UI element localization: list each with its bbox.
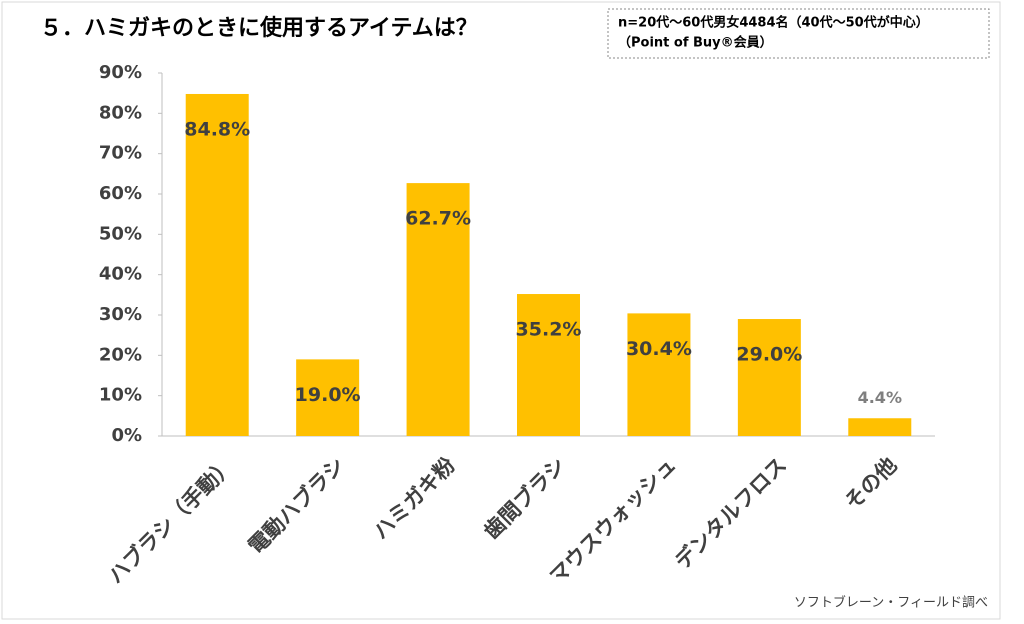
y-tick-label: 0% bbox=[111, 425, 142, 446]
y-tick-label: 90% bbox=[99, 62, 142, 83]
note-box bbox=[607, 8, 990, 59]
value-label: 19.0% bbox=[295, 384, 361, 406]
bar bbox=[848, 418, 912, 436]
x-tick-label: ハブラシ（手動） bbox=[104, 453, 239, 588]
chart-title: ５．ハミガキのときに使用するアイテムは？ bbox=[40, 16, 478, 41]
note: （Point of Buy®会員） bbox=[618, 35, 773, 51]
x-tick-label: 電動ハブラシ bbox=[244, 453, 350, 559]
y-tick-label: 30% bbox=[99, 304, 142, 325]
bar bbox=[627, 313, 691, 436]
y-tick-label: 70% bbox=[99, 143, 142, 164]
x-tick-label: その他 bbox=[840, 453, 902, 515]
value-label: 29.0% bbox=[736, 344, 802, 366]
bar bbox=[185, 93, 249, 437]
value-label: 4.4% bbox=[858, 388, 902, 407]
bar bbox=[296, 359, 360, 436]
note: n=20代～60代男女4484名（40代～50代が中心） bbox=[618, 15, 929, 31]
value-label: 30.4% bbox=[626, 338, 692, 360]
frame bbox=[1, 1, 1001, 620]
x-tick-label: 歯間ブラシ bbox=[479, 453, 570, 544]
bar bbox=[517, 294, 580, 436]
value-label: 35.2% bbox=[516, 319, 582, 341]
x-tick-label: ハミガキ粉 bbox=[369, 453, 460, 544]
y-tick-label: 10% bbox=[99, 385, 142, 406]
y-tick-label: 50% bbox=[99, 223, 142, 244]
y-tick-label: 60% bbox=[99, 183, 142, 204]
y-tick-label: 40% bbox=[99, 264, 142, 285]
value-label: 84.8% bbox=[184, 118, 250, 140]
bar bbox=[737, 319, 801, 436]
x-tick-label: デンタルフロス bbox=[670, 453, 791, 574]
bar bbox=[406, 183, 470, 436]
value-label: 62.7% bbox=[405, 208, 471, 230]
y-tick-label: 20% bbox=[99, 344, 142, 365]
source: ソフトブレーン・フィールド調べ bbox=[794, 595, 988, 611]
y-tick-label: 80% bbox=[99, 102, 142, 123]
